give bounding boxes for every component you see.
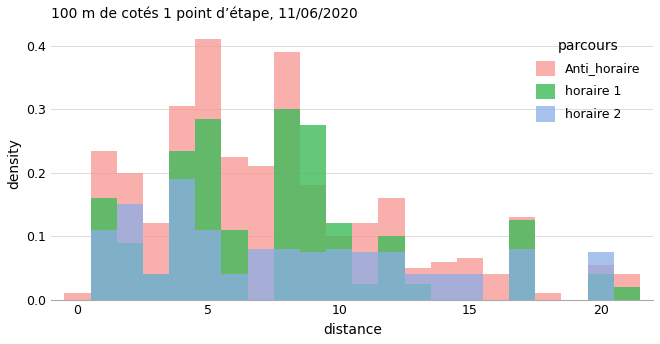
X-axis label: distance: distance <box>323 323 381 337</box>
Text: 100 m de cotés 1 point d’étape, 11/06/2020: 100 m de cotés 1 point d’étape, 11/06/20… <box>51 7 358 21</box>
Y-axis label: density: density <box>7 138 21 189</box>
Legend: Anti_horaire, horaire 1, horaire 2: Anti_horaire, horaire 1, horaire 2 <box>530 33 647 128</box>
